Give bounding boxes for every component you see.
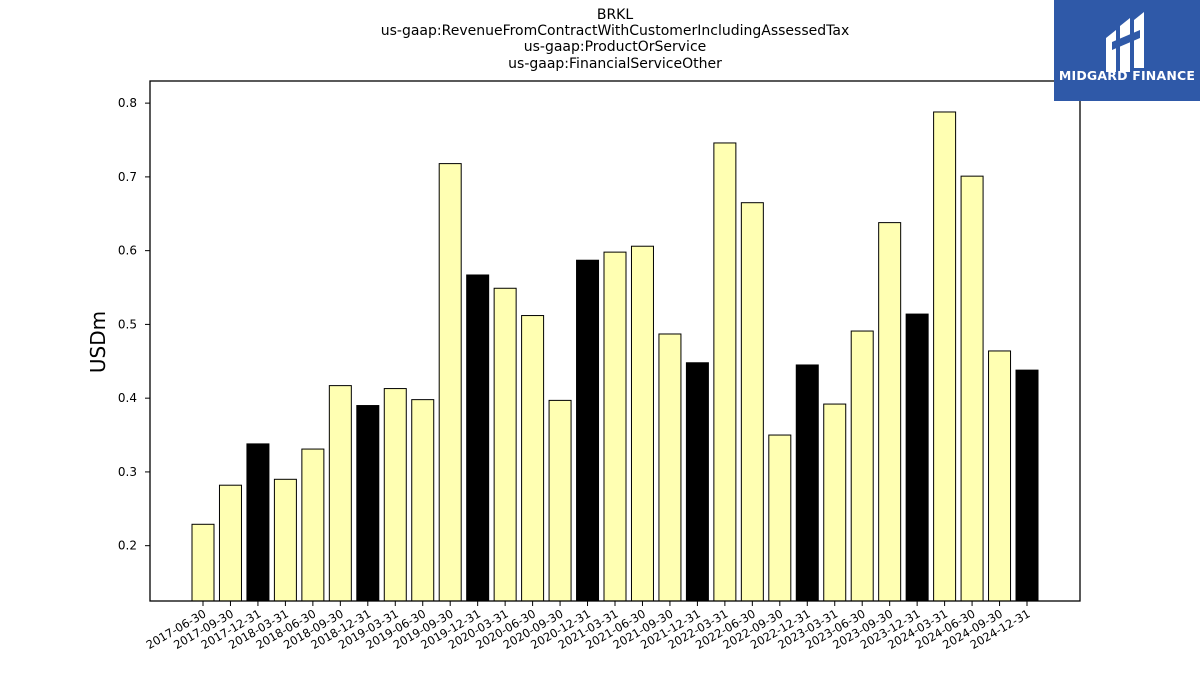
bar-2017-06-30 — [191, 523, 215, 602]
chart-title-line-1: BRKL — [596, 7, 634, 23]
bar-2020-09-30 — [548, 399, 572, 602]
bar-2019-06-30 — [411, 399, 435, 602]
chart-title-line-4: us-gaap:FinancialServiceOther — [508, 56, 722, 72]
bar-2018-09-30 — [328, 385, 352, 602]
bar-2023-12-31 — [905, 313, 929, 602]
bar-2021-12-31 — [685, 362, 709, 602]
y-tick-label-0.6: 0.6 — [118, 244, 137, 258]
bar-2023-03-31 — [823, 403, 847, 602]
chart-title-line-2: us-gaap:RevenueFromContractWithCustomerI… — [380, 23, 850, 39]
bar-2018-03-31 — [273, 478, 297, 602]
bar-2021-06-30 — [630, 245, 654, 602]
chart-title-line-3: us-gaap:ProductOrService — [523, 39, 707, 55]
bar-2020-12-31 — [576, 259, 600, 602]
bar-2019-03-31 — [383, 388, 407, 602]
y-axis-label: USDm — [86, 310, 110, 374]
bar-2020-03-31 — [493, 287, 517, 602]
y-tick-label-0.3: 0.3 — [118, 465, 137, 479]
bar-2023-06-30 — [850, 330, 874, 602]
midgard-logo-icon — [1106, 12, 1144, 72]
bar-2020-06-30 — [521, 315, 545, 602]
bar-2019-12-31 — [466, 274, 490, 602]
logo-text: MIDGARD FINANCE — [1058, 68, 1196, 83]
bar-2017-12-31 — [246, 443, 270, 602]
bar-2017-09-30 — [218, 484, 242, 602]
bar-2023-09-30 — [878, 222, 902, 602]
bar-2022-06-30 — [740, 202, 764, 602]
bar-2022-03-31 — [713, 142, 737, 602]
bar-2024-12-31 — [1015, 369, 1039, 602]
midgard-finance-logo: MIDGARD FINANCE — [1054, 0, 1200, 101]
y-tick-label-0.4: 0.4 — [118, 391, 137, 405]
y-tick-label-0.7: 0.7 — [118, 170, 137, 184]
bar-2022-09-30 — [768, 434, 792, 602]
bar-2024-03-31 — [933, 111, 957, 602]
bar-2018-12-31 — [356, 405, 380, 602]
bar-2018-06-30 — [301, 448, 325, 602]
y-tick-label-0.8: 0.8 — [118, 96, 137, 110]
bar-2024-06-30 — [960, 175, 984, 602]
y-tick-label-0.2: 0.2 — [118, 539, 137, 553]
bar-2022-12-31 — [795, 364, 819, 602]
bar-2019-09-30 — [438, 163, 462, 602]
bar-2021-03-31 — [603, 251, 627, 602]
bar-2021-09-30 — [658, 333, 682, 602]
y-tick-label-0.5: 0.5 — [118, 317, 137, 331]
bar-2024-09-30 — [988, 350, 1012, 602]
plot-frame — [149, 80, 1081, 602]
